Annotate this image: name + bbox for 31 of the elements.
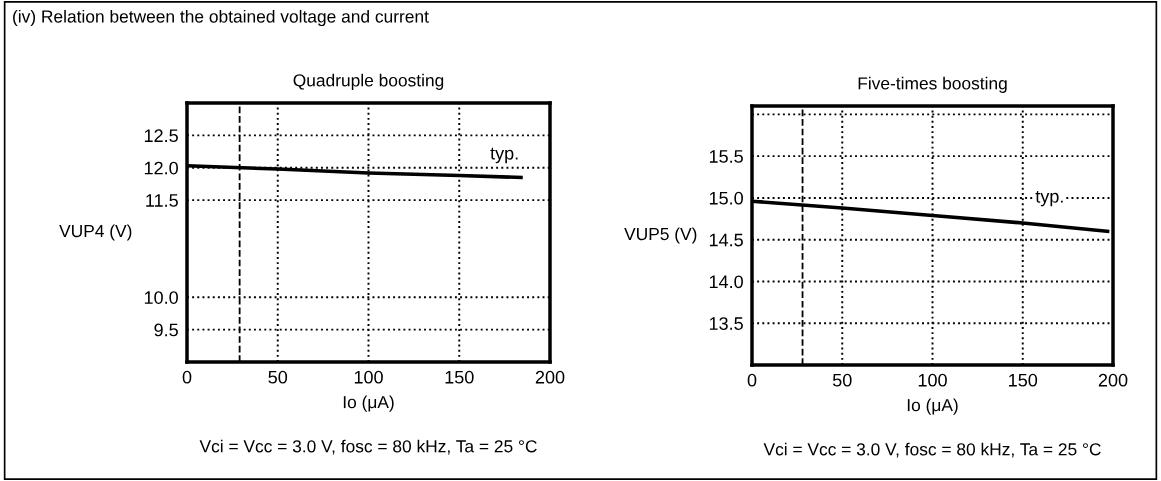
y-tick-label: 10.0	[144, 291, 178, 304]
x-tick-label: 50	[832, 373, 852, 387]
y-tick-label: 12.5	[144, 129, 178, 143]
y-tick-label: 13.5	[709, 317, 743, 330]
text: Vci = Vcc = 3.0 V, fosc = 80 kHz, Ta = 25 °C	[199, 439, 537, 455]
x-tick-label: 0	[182, 370, 192, 384]
x-tick-label: 150	[1009, 373, 1038, 387]
text: (iv) Relation between the obtained voltage and current	[13, 9, 429, 27]
y-tick-label: 15.5	[709, 150, 743, 163]
x-tick-label: 200	[535, 370, 565, 384]
x-tick-label: 50	[268, 370, 288, 384]
y-tick-label: 11.5	[146, 194, 178, 207]
x-tick-label: 0	[747, 373, 757, 387]
annotation: typ.	[1035, 190, 1063, 207]
y-tick-label: 15.0	[709, 191, 743, 205]
chart-title: Five-times boosting	[858, 76, 1007, 93]
x-tick-label: 150	[445, 370, 474, 384]
text: Vci = Vcc = 3.0 V, fosc = 80 kHz, Ta = 25 °C	[763, 442, 1101, 458]
y-tick-label: 12.0	[144, 161, 178, 175]
annotation: typ.	[490, 147, 518, 164]
chart-title: Quadruple boosting	[293, 73, 444, 90]
x-axis-title: Io (μA)	[907, 398, 958, 415]
x-axis-title: Io (μA)	[343, 395, 394, 412]
y-axis-title: VUP4 (V)	[59, 224, 132, 241]
y-tick-label: 14.5	[709, 233, 743, 247]
y-tick-label: 14.0	[709, 275, 743, 289]
y-tick-label: 9.5	[154, 323, 178, 337]
x-tick-label: 100	[918, 373, 947, 387]
y-axis-title: VUP5 (V)	[624, 227, 697, 244]
x-tick-label: 200	[1098, 373, 1128, 387]
x-tick-label: 100	[354, 370, 383, 384]
